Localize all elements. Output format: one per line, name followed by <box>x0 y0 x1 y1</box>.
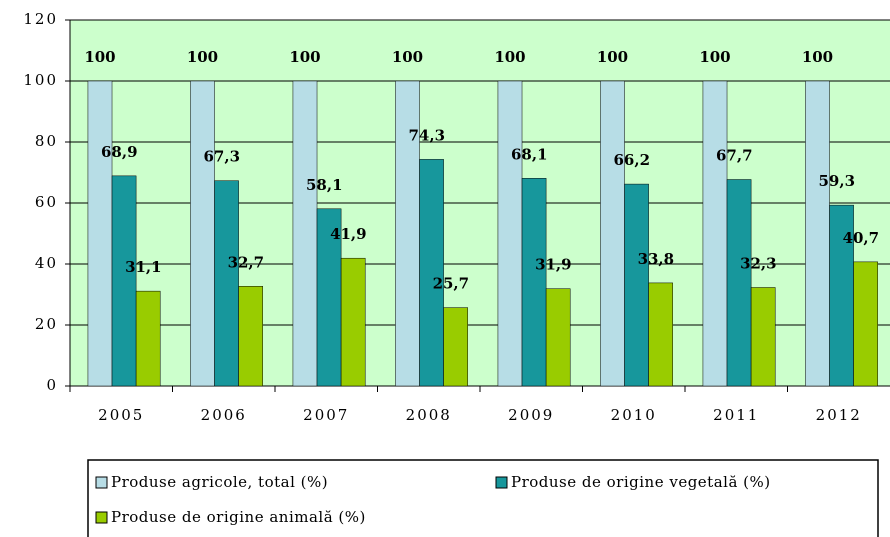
bar <box>111 175 137 387</box>
bar <box>443 307 468 387</box>
y-tick-label: 120 <box>23 10 58 28</box>
bar <box>292 80 318 387</box>
data-label: 74,3 <box>408 126 445 144</box>
y-tick-label: 20 <box>35 315 58 333</box>
data-label: 58,1 <box>306 176 343 194</box>
y-tick-label: 80 <box>35 132 58 150</box>
data-label: 100 <box>802 48 833 66</box>
data-label: 100 <box>84 48 115 66</box>
x-tick-label: 2008 <box>406 406 452 424</box>
bar <box>135 290 161 387</box>
bar <box>702 80 728 387</box>
bar <box>395 80 420 387</box>
data-label: 67,7 <box>716 147 753 165</box>
bar <box>829 204 854 387</box>
legend-label: Produse de origine vegetală (%) <box>511 473 771 491</box>
y-tick-label: 40 <box>35 254 58 272</box>
bar <box>340 257 366 387</box>
data-label: 66,2 <box>613 151 650 169</box>
x-tick-label: 2005 <box>98 406 144 424</box>
data-label: 100 <box>699 48 730 66</box>
y-tick-label: 60 <box>35 193 58 211</box>
data-label: 68,9 <box>101 143 138 161</box>
data-label: 100 <box>494 48 525 66</box>
bar <box>190 80 215 387</box>
legend-box <box>87 459 879 537</box>
data-label: 68,1 <box>511 145 548 163</box>
y-tick-label: 0 <box>46 376 58 394</box>
bar <box>600 80 625 387</box>
data-label: 59,3 <box>818 172 855 190</box>
bar <box>87 80 113 387</box>
x-tick-label: 2009 <box>508 406 554 424</box>
x-tick-label: 2011 <box>713 406 759 424</box>
data-label: 100 <box>289 48 320 66</box>
bar <box>853 261 878 387</box>
bar <box>624 183 649 387</box>
x-tick-label: 2010 <box>611 406 657 424</box>
bar <box>648 282 673 387</box>
legend-label: Produse de origine animală (%) <box>111 508 366 526</box>
x-tick-label: 2012 <box>816 406 862 424</box>
data-label: 100 <box>597 48 628 66</box>
data-label: 67,3 <box>203 148 240 166</box>
data-label: 31,1 <box>125 258 162 276</box>
data-label: 100 <box>187 48 218 66</box>
bar <box>316 208 342 387</box>
legend-swatch <box>95 476 108 489</box>
data-label: 33,8 <box>638 250 675 268</box>
legend-label: Produse agricole, total (%) <box>111 473 328 491</box>
bar <box>726 179 752 387</box>
data-label: 100 <box>392 48 423 66</box>
data-label: 25,7 <box>433 275 470 293</box>
x-tick-label: 2007 <box>303 406 349 424</box>
bar <box>805 80 830 387</box>
bar <box>214 180 239 387</box>
x-tick-label: 2006 <box>201 406 247 424</box>
bar <box>545 288 571 387</box>
bar <box>750 287 776 387</box>
data-label: 31,9 <box>535 256 572 274</box>
bar <box>419 159 444 387</box>
data-label: 32,3 <box>740 254 777 272</box>
data-label: 32,7 <box>228 253 265 271</box>
legend-swatch <box>95 511 108 524</box>
legend-swatch <box>495 476 508 489</box>
bar <box>497 80 523 387</box>
bar <box>521 178 547 387</box>
y-tick-label: 100 <box>23 71 58 89</box>
bar <box>238 286 263 387</box>
data-label: 41,9 <box>330 225 367 243</box>
data-label: 40,7 <box>843 229 880 247</box>
